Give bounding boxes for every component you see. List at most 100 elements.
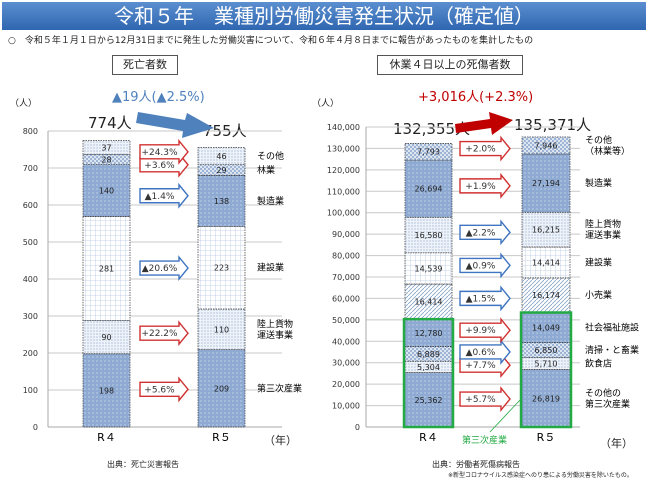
change-label: ▲1.4% [145, 192, 175, 202]
right-summary: +3,016人(+2.3%) [418, 90, 534, 105]
total-change-arrow [455, 112, 513, 135]
bar-segment [82, 320, 131, 355]
y-tick-label: 500 [23, 238, 38, 247]
y-tick-label: 120,000 [327, 166, 360, 175]
note: ○ 令和５年１月１日から12月31日までに発生した労働災害について、令和６年４月… [8, 33, 533, 46]
change-arrow [459, 135, 511, 162]
bar-segment [521, 211, 571, 248]
y-tick-label: 0 [33, 423, 38, 432]
series-label: 陸上貨物 [257, 318, 293, 330]
series-label: 製造業 [585, 177, 612, 189]
series-label: 陸上貨物 [585, 218, 621, 230]
bar-segment [521, 246, 571, 279]
series-label: 飲食店 [585, 357, 612, 369]
left-x-unit: （年） [264, 434, 297, 447]
change-arrow [459, 338, 511, 365]
series-label: 小売業 [585, 289, 612, 301]
data-label: 25,362 [415, 396, 443, 405]
right-x-unit: （年） [600, 437, 633, 450]
data-label: 12,780 [415, 329, 443, 338]
data-label: 14,414 [532, 258, 560, 267]
change-label: +5.6% [144, 385, 175, 395]
y-tick-label: 110,000 [327, 187, 360, 196]
change-label: +22.2% [141, 329, 178, 339]
tertiary-pointer-line [489, 399, 521, 433]
change-arrow [459, 317, 511, 344]
bullet-icon: ○ [8, 36, 16, 46]
data-label: 26,694 [415, 185, 443, 194]
series-label: 運送事業 [257, 329, 293, 341]
y-tick-label: 20,000 [332, 380, 360, 389]
x-tick-label: R４ [97, 431, 116, 444]
change-label: ▲1.5% [466, 294, 496, 304]
data-label: 26,819 [532, 394, 560, 403]
series-label: 第三次産業 [585, 398, 630, 410]
change-label: +9.9% [465, 326, 496, 336]
change-arrow [459, 386, 511, 413]
data-label: 6,889 [417, 350, 440, 359]
y-tick-label: 400 [23, 275, 38, 284]
right-unit: （人） [312, 99, 340, 109]
change-label: +2.0% [465, 145, 496, 155]
series-label: その他 [257, 150, 284, 162]
data-label: 7,946 [535, 141, 558, 150]
bar-segment [197, 349, 246, 428]
data-label: 14,539 [415, 264, 443, 273]
data-label: 7,793 [417, 148, 440, 157]
right-chart-title: 休業４日以上の死傷者数 [377, 55, 523, 75]
change-arrow [139, 320, 189, 347]
tertiary-industry-frame [519, 311, 573, 429]
y-tick-label: 60,000 [332, 294, 360, 303]
data-label: 6,850 [535, 346, 558, 355]
y-tick-label: 140,000 [327, 123, 360, 132]
change-arrow [459, 252, 511, 279]
data-label: 281 [99, 264, 114, 273]
data-label: 16,580 [415, 231, 443, 240]
bar-segment [197, 147, 246, 166]
series-label: 社会福祉施設 [585, 322, 639, 334]
change-label: ▲2.2% [466, 228, 496, 238]
data-label: 209 [214, 384, 229, 393]
bar-segment [521, 153, 571, 213]
series-label: その他 [585, 134, 612, 146]
bar-segment [197, 226, 246, 310]
left-chart-title: 死亡者数 [112, 55, 178, 75]
change-label: +24.3% [141, 148, 178, 158]
data-label: 5,710 [535, 359, 558, 368]
series-label: 建設業 [585, 256, 612, 268]
series-label: 第三次産業 [257, 382, 302, 394]
page-title: 令和５年 業種別労働災害発生状況（確定値） [2, 2, 646, 30]
series-label: （林業等） [585, 145, 630, 157]
data-label: 28 [101, 155, 111, 164]
data-label: 198 [99, 386, 114, 395]
left-source: 出典：死亡災害報告 [107, 460, 179, 469]
data-label: 14,049 [532, 324, 560, 333]
change-arrow [139, 182, 189, 209]
right-source: 出典：労働者死傷病報告 [432, 460, 520, 469]
bar-segment [197, 175, 246, 227]
y-tick-label: 700 [23, 164, 38, 173]
y-tick-label: 90,000 [332, 230, 360, 239]
change-arrow [139, 138, 189, 165]
change-arrow [459, 172, 511, 199]
bar-segment [82, 164, 131, 217]
bar-segment [82, 216, 131, 321]
change-label: +7.7% [465, 361, 496, 371]
data-label: 16,414 [415, 298, 443, 307]
y-tick-label: 100,000 [327, 209, 360, 218]
y-tick-label: 40,000 [332, 337, 360, 346]
change-arrow [139, 255, 189, 282]
y-tick-label: 0 [355, 423, 360, 432]
y-tick-label: 300 [23, 312, 38, 321]
data-label: 5,304 [417, 363, 440, 372]
y-tick-label: 30,000 [332, 359, 360, 368]
right-total-r4: 132,355人 [393, 120, 471, 138]
y-tick-label: 80,000 [332, 252, 360, 261]
bar-segment [521, 356, 571, 370]
total-change-arrow [136, 112, 214, 138]
bar-segment [521, 136, 571, 155]
data-label: 223 [214, 264, 229, 273]
change-label: +1.9% [465, 182, 496, 192]
data-label: 16,215 [532, 226, 560, 235]
